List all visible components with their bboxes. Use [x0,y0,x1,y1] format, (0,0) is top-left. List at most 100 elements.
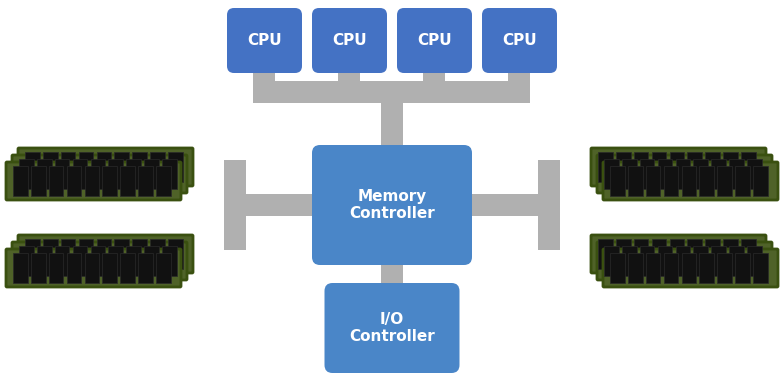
Bar [126,246,141,276]
Bar [688,152,702,182]
Bar [622,246,637,276]
Bar [85,253,100,283]
Bar [711,246,726,276]
Bar [132,152,147,182]
FancyBboxPatch shape [482,8,557,73]
Bar [49,166,64,196]
Bar [132,239,147,269]
Bar [78,152,93,182]
Bar [91,246,105,276]
Bar [162,159,176,189]
Bar [729,246,744,276]
Bar [103,253,117,283]
Bar [138,166,153,196]
Bar [168,239,183,269]
Bar [646,253,660,283]
Bar [73,159,87,189]
Bar [138,253,153,283]
Bar [114,239,129,269]
Bar [717,253,732,283]
Bar [735,166,750,196]
Bar [628,166,643,196]
Bar [604,246,619,276]
FancyBboxPatch shape [591,235,766,273]
Bar [49,253,64,283]
Bar [688,239,702,269]
Bar [472,194,549,216]
Bar [43,239,57,269]
FancyBboxPatch shape [312,8,387,73]
FancyBboxPatch shape [591,148,766,186]
Bar [85,166,100,196]
Bar [753,253,768,283]
Bar [711,159,726,189]
Bar [381,81,403,145]
FancyBboxPatch shape [597,242,772,280]
Bar [741,152,756,182]
Bar [253,81,531,103]
Text: CPU: CPU [503,33,537,48]
Bar [144,246,159,276]
Text: Memory
Controller: Memory Controller [349,189,435,221]
Bar [423,71,445,103]
Bar [747,246,762,276]
Bar [73,246,87,276]
Bar [126,159,141,189]
Bar [96,152,111,182]
Bar [729,159,744,189]
Bar [753,166,768,196]
Bar [610,166,625,196]
Bar [664,253,678,283]
Bar [120,166,135,196]
FancyBboxPatch shape [597,155,772,193]
Bar [693,246,708,276]
Bar [723,152,738,182]
Bar [78,239,93,269]
Bar [723,239,738,269]
FancyBboxPatch shape [6,249,181,287]
FancyBboxPatch shape [603,249,778,287]
Bar [55,159,70,189]
Bar [622,159,637,189]
FancyBboxPatch shape [12,155,187,193]
Bar [676,159,690,189]
Bar [699,166,714,196]
Bar [96,239,111,269]
Text: CPU: CPU [417,33,452,48]
Bar [162,246,176,276]
Bar [37,159,52,189]
Bar [235,194,312,216]
Bar [61,239,75,269]
Bar [676,246,690,276]
FancyBboxPatch shape [312,145,472,265]
Bar [664,166,678,196]
Bar [598,152,612,182]
Bar [747,159,762,189]
Bar [610,253,625,283]
Bar [339,71,361,103]
Bar [103,166,117,196]
Bar [120,253,135,283]
FancyBboxPatch shape [397,8,472,73]
Bar [616,239,630,269]
Bar [25,152,40,182]
Bar [706,239,720,269]
Bar [67,166,82,196]
Text: CPU: CPU [247,33,281,48]
FancyBboxPatch shape [6,162,181,200]
Bar [646,166,660,196]
Bar [681,166,696,196]
Bar [108,159,123,189]
Bar [628,253,643,283]
Bar [717,166,732,196]
Bar [640,246,655,276]
Bar [168,152,183,182]
Bar [633,152,648,182]
Bar [693,159,708,189]
Bar [224,160,246,250]
Bar [706,152,720,182]
Bar [604,159,619,189]
Bar [156,253,171,283]
Bar [670,239,684,269]
Bar [741,239,756,269]
